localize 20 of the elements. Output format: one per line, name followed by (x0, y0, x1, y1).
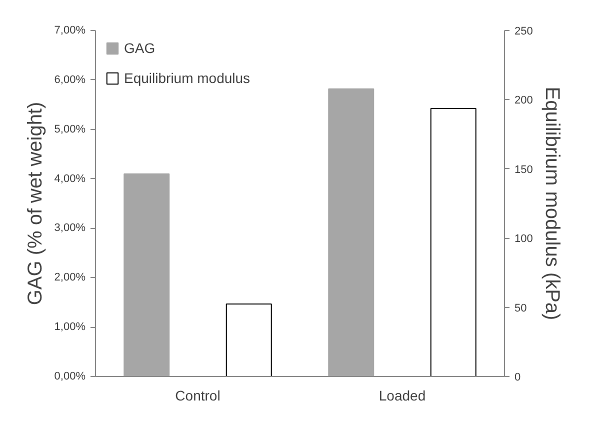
x-tick-label: Control (175, 388, 220, 404)
y-tick-label: 2,00% (54, 272, 86, 284)
y-tick-label: 5,00% (54, 123, 86, 136)
y2-tick-label: 0 (514, 372, 521, 384)
y2-tick-label: 250 (514, 26, 533, 38)
y-tick-label: 1,00% (54, 321, 86, 334)
y-tick-label: 0,00% (54, 370, 86, 382)
y2-axis-title: Equilibrium modulus (kPa) (540, 86, 563, 320)
y-tick-label: 3,00% (54, 222, 86, 234)
y-tick-label: 7,00% (54, 24, 86, 36)
y-axis-title: GAG (% of wet weight) (24, 102, 46, 306)
y-tick-label: 6,00% (54, 74, 86, 86)
legend-label: GAG (124, 40, 156, 56)
y2-tick-label: 50 (514, 302, 527, 314)
y2-tick-label: 200 (514, 94, 533, 107)
y2-tick-label: 100 (514, 233, 533, 246)
legend-label: Equilibrium modulus (124, 70, 250, 86)
y2-tick-label: 150 (514, 164, 533, 176)
y-tick-label: 4,00% (54, 172, 86, 185)
x-tick-label: Loaded (378, 388, 426, 404)
